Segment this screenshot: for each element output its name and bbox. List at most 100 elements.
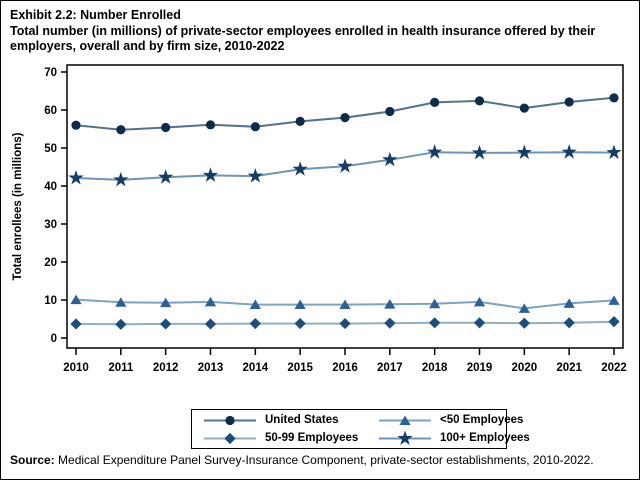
lt50-employees-legend-marker	[379, 415, 431, 425]
50-99-employees-legend-marker	[204, 432, 256, 444]
star-marker	[202, 167, 219, 182]
y-tick-label: 40	[44, 181, 57, 193]
diamond-marker	[115, 318, 127, 330]
legend-label: 50-99 Employees	[265, 432, 359, 444]
star-marker	[113, 171, 129, 187]
diamond-marker	[518, 317, 530, 329]
circle-marker	[225, 415, 235, 425]
star-marker	[158, 169, 174, 184]
diamond-marker	[160, 318, 172, 330]
y-tick-label: 30	[44, 219, 57, 231]
star-marker	[397, 430, 413, 445]
y-tick-label: 50	[44, 143, 57, 155]
x-tick-label: 2016	[332, 362, 358, 374]
enrollment-line-chart: 0 10 20 30 40 50 60 70 Total enrollees (in milli…	[12, 64, 627, 374]
triangle-marker	[204, 296, 217, 307]
source-label: Source:	[10, 453, 55, 467]
legend-entry-100plus-employees: 100+ Employees	[377, 430, 530, 447]
x-tick-label: 2010	[63, 362, 89, 374]
diamond-marker	[249, 317, 261, 330]
x-tick-label: 2014	[243, 362, 269, 374]
star-marker	[247, 168, 263, 183]
triangle-marker	[160, 297, 172, 308]
circle-marker	[295, 116, 305, 126]
series-50-99-employees	[70, 316, 620, 330]
x-tick-label: 2011	[108, 362, 134, 374]
united-states-legend-marker	[204, 415, 256, 425]
source-text: Medical Expenditure Panel Survey-Insuran…	[54, 453, 594, 467]
diamond-marker	[563, 317, 575, 329]
diamond-marker	[429, 317, 441, 329]
x-tick-label: 2021	[556, 362, 582, 374]
circle-marker	[430, 97, 440, 107]
circle-marker	[340, 113, 350, 123]
circle-marker	[609, 93, 619, 103]
triangle-marker	[339, 299, 351, 310]
triangle-marker	[518, 303, 530, 313]
circle-marker	[385, 106, 395, 117]
triangle-marker	[563, 298, 575, 308]
source-note: Source: Medical Expenditure Panel Survey…	[10, 453, 634, 467]
circle-marker	[71, 120, 81, 130]
triangle-marker	[294, 299, 306, 310]
circle-marker	[519, 103, 529, 113]
circle-marker	[161, 122, 171, 133]
circle-marker	[116, 125, 126, 135]
diamond-marker	[224, 432, 236, 444]
legend-label: United States	[265, 414, 339, 426]
star-marker	[561, 144, 577, 159]
triangle-marker	[115, 297, 127, 307]
diamond-marker	[204, 318, 217, 330]
circle-marker	[250, 122, 260, 132]
triangle-marker	[608, 295, 620, 305]
series-50-employees	[70, 294, 620, 313]
series-100-employees	[68, 144, 622, 187]
x-tick-label: 2020	[512, 362, 538, 374]
x-tick-label: 2018	[422, 362, 448, 374]
y-tick-label: 70	[44, 67, 57, 79]
diamond-marker	[339, 317, 351, 330]
title-block: Exhibit 2.2: Number Enrolled Total numbe…	[10, 8, 622, 55]
legend-label: <50 Employees	[440, 414, 524, 426]
y-tick-label: 0	[51, 333, 57, 345]
x-tick-label: 2017	[377, 362, 403, 374]
x-tick-label: 2013	[198, 362, 224, 374]
star-marker	[471, 144, 488, 160]
triangle-marker	[473, 296, 486, 307]
circle-marker	[205, 120, 216, 130]
y-tick-label: 20	[44, 257, 57, 269]
star-marker	[68, 169, 84, 185]
circle-marker	[474, 96, 485, 106]
y-tick-label: 60	[44, 105, 57, 117]
legend-entry-lt50-employees: <50 Employees	[377, 412, 530, 429]
diamond-marker	[384, 317, 396, 329]
star-marker	[516, 144, 532, 160]
star-marker	[337, 158, 353, 173]
triangle-marker	[249, 299, 261, 310]
star-marker	[606, 144, 622, 160]
x-tick-label: 2022	[601, 362, 627, 374]
y-axis-title: Total enrollees (in millions)	[12, 132, 24, 280]
y-tick-label: 10	[44, 295, 57, 307]
diamond-marker	[70, 318, 82, 330]
circle-marker	[564, 97, 574, 107]
diamond-marker	[473, 317, 486, 329]
triangle-marker	[384, 299, 396, 309]
diamond-marker	[294, 317, 306, 330]
legend-entry-50-99-employees: 50-99 Employees	[202, 430, 377, 447]
x-tick-label: 2019	[467, 362, 493, 374]
star-marker	[382, 151, 398, 167]
100plus-employees-legend-marker	[379, 430, 431, 445]
x-tick-label: 2015	[287, 362, 313, 374]
triangle-marker	[429, 298, 441, 309]
x-tick-label: 2012	[153, 362, 179, 374]
triangle-marker	[399, 415, 411, 425]
star-marker	[427, 144, 443, 159]
star-marker	[292, 161, 308, 176]
chart-subtitle: Total number (in millions) of private-se…	[10, 23, 596, 54]
triangle-marker	[70, 294, 82, 305]
legend-label: 100+ Employees	[440, 432, 530, 444]
diamond-marker	[608, 316, 620, 328]
series-united-states	[71, 93, 619, 135]
